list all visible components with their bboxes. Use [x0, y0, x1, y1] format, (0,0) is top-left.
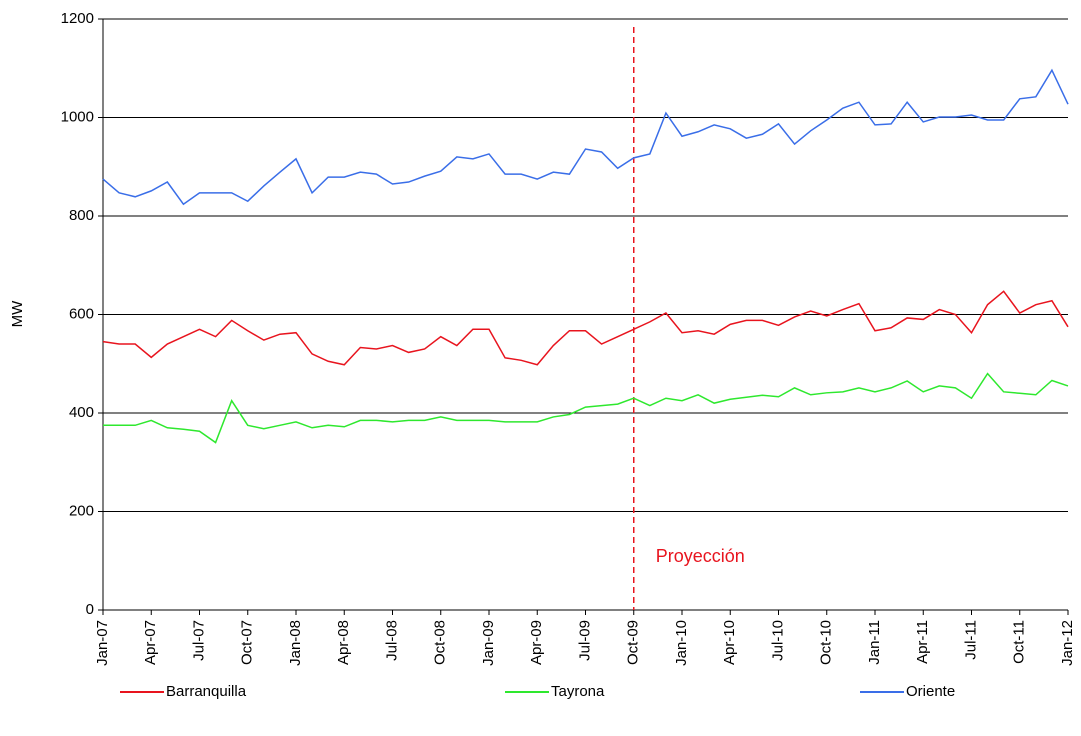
x-tick-label: Apr-10 — [721, 620, 738, 665]
legend-label: Tayrona — [551, 683, 605, 700]
x-tick-label: Apr-07 — [142, 620, 159, 665]
annotation: Proyección — [656, 546, 745, 566]
x-tick-label: Jul-09 — [576, 620, 593, 661]
x-tick-label: Oct-09 — [625, 620, 642, 665]
y-tick-label: 1000 — [61, 108, 94, 125]
x-tick-label: Oct-08 — [432, 620, 449, 665]
y-tick-label: 200 — [69, 502, 94, 519]
y-tick-label: 800 — [69, 207, 94, 224]
x-tick-label: Jan-07 — [94, 620, 111, 666]
series-line — [103, 372, 1069, 444]
x-tick-label: Apr-08 — [335, 620, 352, 665]
x-tick-label: Oct-10 — [818, 620, 835, 665]
x-tick-label: Apr-11 — [914, 620, 931, 664]
x-tick-label: Jul-10 — [769, 620, 786, 661]
x-tick-label: Jan-08 — [287, 620, 304, 666]
legend-label: Barranquilla — [166, 683, 247, 700]
x-tick-label: Jan-12 — [1059, 620, 1076, 666]
y-tick-label: 0 — [86, 601, 94, 618]
legend-label: Oriente — [906, 683, 955, 700]
y-tick-label: 600 — [69, 305, 94, 322]
series-line — [102, 290, 1069, 366]
x-tick-label: Jan-09 — [480, 620, 497, 666]
x-tick-label: Oct-11 — [1011, 620, 1028, 664]
x-tick-label: Jan-11 — [866, 620, 883, 665]
y-axis-label: MW — [9, 300, 26, 327]
x-tick-label: Jul-11 — [962, 620, 979, 660]
x-tick-label: Jan-10 — [673, 620, 690, 666]
x-tick-label: Oct-07 — [239, 620, 256, 665]
x-tick-label: Apr-09 — [528, 620, 545, 665]
series-line — [102, 68, 1069, 206]
y-tick-label: 400 — [69, 404, 94, 421]
x-tick-label: Jul-07 — [190, 620, 207, 661]
x-tick-label: Jul-08 — [383, 620, 400, 661]
y-tick-label: 1200 — [61, 10, 94, 27]
